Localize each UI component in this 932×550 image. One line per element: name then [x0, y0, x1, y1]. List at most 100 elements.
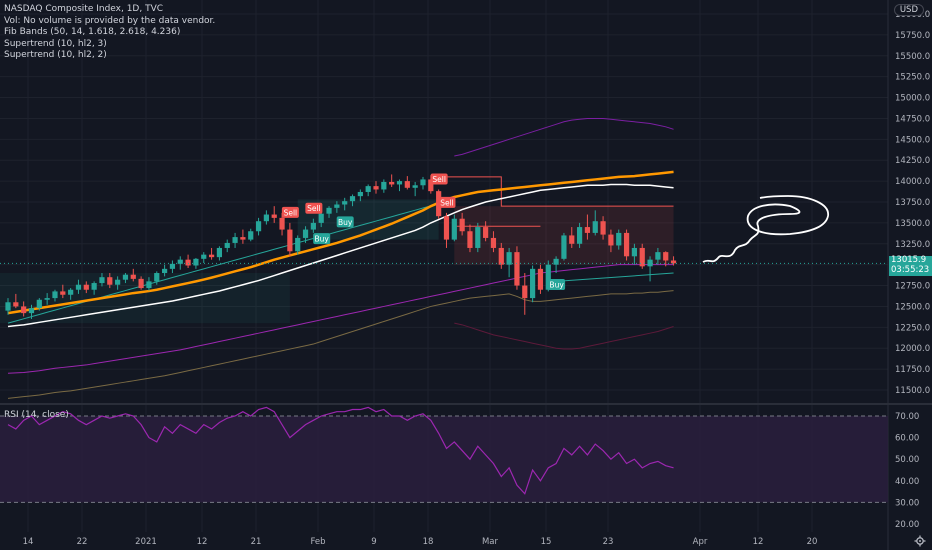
- rsi-tick-label: 50.00: [895, 455, 919, 465]
- candle-body: [647, 259, 653, 267]
- currency-badge[interactable]: USD: [893, 4, 924, 16]
- candle-body: [99, 277, 105, 284]
- price-tick-label: 14000.0: [895, 177, 930, 187]
- candle-body: [576, 227, 583, 244]
- candle-body: [169, 263, 176, 269]
- time-tick-label: 23: [603, 537, 614, 547]
- price-tick-label: 14250.0: [895, 156, 930, 166]
- rsi-tick-label: 30.00: [895, 498, 919, 508]
- legend-line-supertrend-2[interactable]: Supertrend (10, hl2, 2): [4, 50, 107, 60]
- price-axis[interactable]: 11500.0 11750.0 12000.0 12250.0 12500.0 12750…: [895, 10, 930, 396]
- sell-signal-label: Sell: [440, 198, 454, 207]
- legend-line-supertrend-3[interactable]: Supertrend (10, hl2, 3): [4, 38, 107, 49]
- sell-signal-label: Sell: [284, 208, 298, 217]
- candle-body: [545, 264, 551, 290]
- candle-body: [44, 298, 50, 300]
- candle-body: [318, 213, 324, 223]
- time-tick-label: Apr: [693, 537, 708, 547]
- last-price-value: 13015.9: [891, 255, 927, 265]
- rsi-line: [7, 406, 674, 495]
- candle-body: [60, 291, 66, 295]
- candle-body: [295, 237, 301, 252]
- series-fib-mid-purple: [7, 264, 674, 374]
- candle-body: [412, 185, 418, 188]
- candle-body: [162, 268, 168, 274]
- user-drawing: [702, 195, 829, 263]
- time-tick-label: 9: [371, 537, 376, 547]
- buy-signal-box: [548, 279, 566, 291]
- series-fib-lower-4-236: [454, 322, 674, 350]
- supertrend-down-line: [446, 176, 674, 207]
- candle-body: [326, 207, 332, 214]
- series-ma: [7, 183, 674, 328]
- candle-body: [216, 247, 223, 258]
- price-tick-label: 14500.0: [895, 135, 930, 145]
- candle-body: [208, 254, 215, 258]
- sell-signal-box: [281, 206, 299, 218]
- buy-signal-label: Buy: [315, 235, 330, 244]
- candle-body: [404, 181, 410, 188]
- candle-body: [248, 231, 254, 240]
- last-price-badge: 13015.9 03:55:23: [889, 255, 932, 276]
- legend-line-fib[interactable]: Fib Bands (50, 14, 1.618, 2.618, 4.236): [4, 27, 181, 37]
- candle-body: [138, 278, 144, 289]
- candle-body: [553, 258, 559, 265]
- price-tick-label: 12000.0: [895, 344, 930, 354]
- sell-signal-box: [438, 196, 456, 208]
- candle-body: [396, 181, 403, 185]
- candle-body: [420, 179, 426, 186]
- candle-body: [639, 247, 645, 267]
- legend-line-vol[interactable]: Vol: No volume is provided by the data v…: [4, 15, 216, 26]
- candle-body: [537, 268, 544, 290]
- candle-body: [522, 285, 528, 299]
- candle-body: [342, 201, 348, 205]
- candle-body: [506, 252, 512, 265]
- price-tick-label: 13750.0: [895, 198, 930, 208]
- rsi-tick-label: 70.00: [895, 412, 919, 422]
- candles: [0, 174, 888, 319]
- candle-body: [68, 289, 74, 295]
- sell-signal-label: Sell: [307, 204, 321, 213]
- candle-body: [569, 235, 575, 244]
- sell-signal-box: [305, 202, 323, 214]
- candle-body: [616, 232, 622, 246]
- price-tick-label: 15000.0: [895, 94, 930, 104]
- gear-icon[interactable]: [914, 535, 926, 547]
- chart-legend: NASDAQ Composite Index, 1D, TVC Vol: No …: [4, 4, 215, 62]
- candle-body: [287, 229, 293, 252]
- price-tick-label: 12750.0: [895, 282, 930, 292]
- candle-body: [373, 186, 379, 190]
- candle-body: [514, 252, 520, 286]
- price-tick-label: 14750.0: [895, 114, 930, 124]
- candle-body: [240, 237, 246, 240]
- supertrend-up-line-2: [556, 272, 674, 282]
- time-tick-label: 14: [23, 537, 34, 547]
- candle-body: [490, 237, 497, 248]
- candle-body: [224, 242, 230, 248]
- candle-body: [631, 247, 637, 257]
- candle-body: [21, 306, 27, 314]
- candle-body: [75, 284, 82, 290]
- candle-body: [115, 279, 121, 285]
- time-axis[interactable]: 14 22 2021 12 21 Feb 9 18 Mar 15 23 Apr 12 20: [23, 537, 818, 547]
- rsi-legend[interactable]: RSI (14, close): [4, 410, 69, 420]
- legend-title[interactable]: NASDAQ Composite Index, 1D, TVC: [4, 4, 164, 14]
- freehand-drawing: [702, 195, 829, 263]
- candle-body: [177, 259, 183, 264]
- buy-signal-label: Buy: [549, 281, 564, 290]
- series-fib-brown: [7, 290, 674, 399]
- candle-body: [663, 252, 669, 261]
- time-tick-label: 21: [251, 537, 262, 547]
- candle-body: [193, 258, 199, 266]
- candle-body: [483, 227, 489, 238]
- series-fib-upper-4-236: [454, 117, 674, 157]
- candle-body: [428, 179, 434, 192]
- price-tick-label: 11500.0: [895, 386, 930, 396]
- candle-body: [36, 299, 42, 309]
- candle-body: [271, 214, 277, 218]
- rsi-panel: [0, 406, 888, 503]
- countdown-value: 03:55:23: [891, 264, 930, 275]
- rsi-axis[interactable]: 20.00 30.00 40.00 50.00 60.00 70.00: [895, 412, 919, 530]
- price-tick-label: 12500.0: [895, 302, 930, 312]
